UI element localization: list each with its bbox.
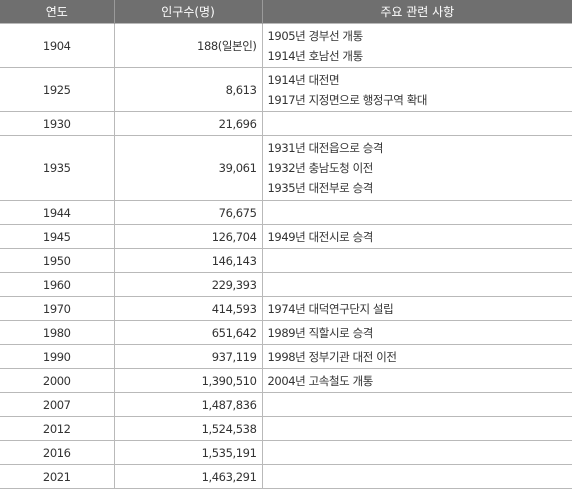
table-row: 1980 651,642 1989년 직할시로 승격 (0, 320, 572, 345)
note-line: 1914년 호남선 개통 (267, 48, 364, 63)
notes-cell (261, 464, 572, 489)
note-line: 1932년 충남도청 이전 (267, 161, 374, 175)
year-cell: 1904 (0, 23, 115, 68)
note-line: 1905년 경부선 개통 (267, 28, 364, 43)
table-row: 1944 76,675 (0, 200, 572, 225)
note-line: 1998년 정부기관 대전 이전 (267, 349, 397, 364)
population-cell: 1,524,538 (113, 416, 263, 441)
year-cell: 2012 (0, 416, 115, 441)
table-row: 1950 146,143 (0, 248, 572, 273)
population-cell: 1,390,510 (113, 368, 263, 393)
table-row: 2016 1,535,191 (0, 440, 572, 465)
population-cell: 126,704 (113, 224, 263, 249)
population-cell: 1,487,836 (113, 392, 263, 417)
year-cell: 1944 (0, 200, 115, 225)
notes-cell (261, 200, 572, 225)
notes-cell: 1931년 대전읍으로 승격 1932년 충남도청 이전 1935년 대전부로 … (261, 135, 572, 201)
population-cell: 1,535,191 (113, 440, 263, 465)
notes-cell: 1905년 경부선 개통 1914년 호남선 개통 (261, 23, 572, 68)
year-cell: 1990 (0, 344, 115, 369)
population-cell: 21,696 (113, 111, 263, 136)
note-line: 1989년 직할시로 승격 (267, 325, 374, 340)
year-cell: 1930 (0, 111, 115, 136)
note-line: 1914년 대전면 (267, 72, 340, 87)
population-cell: 146,143 (113, 248, 263, 273)
notes-cell: 1949년 대전시로 승격 (261, 224, 572, 249)
notes-cell: 1989년 직할시로 승격 (261, 320, 572, 345)
year-cell: 1945 (0, 224, 115, 249)
notes-cell: 1914년 대전면 1917년 지정면으로 행정구역 확대 (261, 67, 572, 112)
year-cell: 2016 (0, 440, 115, 465)
table-row: 1960 229,393 (0, 272, 572, 297)
population-cell: 229,393 (113, 272, 263, 297)
population-cell: 937,119 (113, 344, 263, 369)
year-cell: 1950 (0, 248, 115, 273)
table-row: 1935 39,061 1931년 대전읍으로 승격 1932년 충남도청 이전… (0, 135, 572, 201)
notes-cell (261, 416, 572, 441)
table-row: 1970 414,593 1974년 대덕연구단지 설립 (0, 296, 572, 321)
table-row: 1930 21,696 (0, 111, 572, 136)
header-population: 인구수(명) (114, 0, 263, 24)
table-row: 1904 188(일본인) 1905년 경부선 개통 1914년 호남선 개통 (0, 23, 572, 68)
table-row: 2012 1,524,538 (0, 416, 572, 441)
year-cell: 1960 (0, 272, 115, 297)
year-cell: 2007 (0, 392, 115, 417)
table-row: 2000 1,390,510 2004년 고속철도 개통 (0, 368, 572, 393)
notes-cell (261, 392, 572, 417)
population-cell: 76,675 (113, 200, 263, 225)
table-row: 2021 1,463,291 (0, 464, 572, 489)
population-cell: 1,463,291 (113, 464, 263, 489)
notes-cell: 1998년 정부기관 대전 이전 (261, 344, 572, 369)
note-line: 2004년 고속철도 개통 (267, 373, 374, 388)
note-line: 1949년 대전시로 승격 (267, 229, 374, 244)
year-cell: 1980 (0, 320, 115, 345)
notes-cell: 2004년 고속철도 개통 (261, 368, 572, 393)
population-cell: 39,061 (113, 135, 263, 201)
table-row: 2007 1,487,836 (0, 392, 572, 417)
year-cell: 2021 (0, 464, 115, 489)
note-line: 1931년 대전읍으로 승격 (267, 141, 384, 155)
table-row: 1925 8,613 1914년 대전면 1917년 지정면으로 행정구역 확대 (0, 67, 572, 112)
notes-cell: 1974년 대덕연구단지 설립 (261, 296, 572, 321)
note-line: 1935년 대전부로 승격 (267, 181, 374, 195)
notes-cell (261, 248, 572, 273)
population-cell: 8,613 (113, 67, 263, 112)
population-cell: 188(일본인) (113, 23, 263, 68)
year-cell: 1935 (0, 135, 115, 201)
header-year: 연도 (0, 0, 115, 24)
notes-cell (261, 272, 572, 297)
notes-cell (261, 111, 572, 136)
header-row: 연도 인구수(명) 주요 관련 사항 (0, 0, 572, 24)
population-cell: 651,642 (113, 320, 263, 345)
note-line: 1974년 대덕연구단지 설립 (267, 301, 394, 316)
notes-cell (261, 440, 572, 465)
population-cell: 414,593 (113, 296, 263, 321)
table-row: 1945 126,704 1949년 대전시로 승격 (0, 224, 572, 249)
note-line: 1917년 지정면으로 행정구역 확대 (267, 92, 428, 107)
table-row: 1990 937,119 1998년 정부기관 대전 이전 (0, 344, 572, 369)
year-cell: 1970 (0, 296, 115, 321)
year-cell: 1925 (0, 67, 115, 112)
header-notes: 주요 관련 사항 (262, 0, 572, 24)
year-cell: 2000 (0, 368, 115, 393)
